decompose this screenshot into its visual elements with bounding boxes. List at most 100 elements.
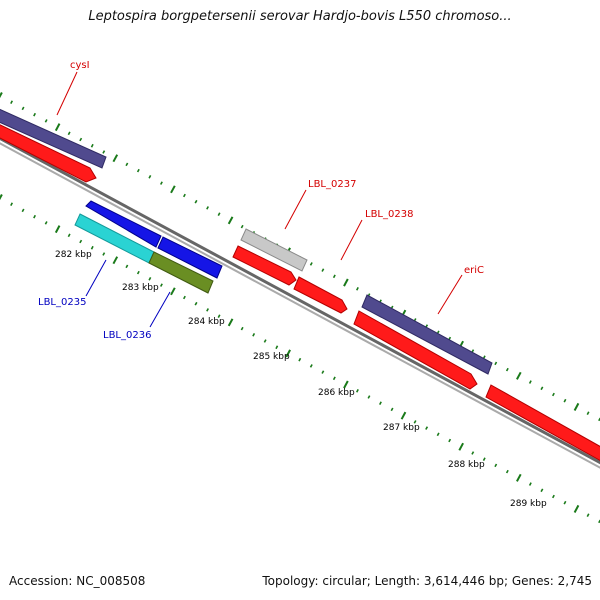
inner-ruler-minor-tick (528, 482, 532, 486)
gene-label-LBL_0238[interactable]: LBL_0238 (365, 209, 413, 220)
outer-ruler-minor-tick (494, 361, 498, 366)
outer-ruler-minor-tick (551, 392, 555, 397)
gene-cysI-feature-purple[interactable] (0, 105, 107, 169)
gene-LBL_0236-feature-olive[interactable] (148, 251, 214, 294)
inner-ruler-minor-tick (206, 308, 210, 312)
outer-ruler-minor-tick (33, 112, 37, 117)
inner-ruler-minor-tick (367, 395, 371, 399)
outer-ruler-major-tick (0, 92, 3, 99)
outer-ruler-minor-tick (355, 287, 359, 291)
inner-ruler-major-tick (400, 411, 407, 420)
outer-ruler-major-tick (170, 185, 176, 194)
backbone-outer-line (0, 136, 600, 465)
inner-ruler-minor-tick (448, 438, 452, 443)
outer-ruler-major-tick (227, 216, 234, 225)
inner-ruler-minor-tick (551, 494, 555, 499)
inner-ruler-minor-tick (102, 252, 106, 256)
tick-label-284-kbp: 284 kbp (188, 317, 225, 327)
outer-ruler-minor-tick (505, 367, 509, 372)
inner-ruler-minor-tick (182, 295, 186, 300)
outer-ruler-minor-tick (148, 175, 152, 179)
inner-ruler-minor-tick (471, 451, 475, 455)
tick-label-287-kbp: 287 kbp (383, 423, 420, 433)
inner-ruler-minor-tick (136, 270, 140, 275)
gene-eriC-feature-purple[interactable] (361, 294, 493, 375)
inner-ruler-minor-tick (67, 233, 71, 238)
inner-ruler-minor-tick (21, 208, 25, 213)
inner-ruler-minor-tick (148, 277, 152, 281)
inner-ruler-major-tick (458, 442, 464, 451)
inner-ruler-minor-tick (332, 376, 336, 381)
inner-ruler-major-tick (227, 318, 234, 327)
outer-ruler-major-tick (516, 371, 522, 380)
inner-ruler-minor-tick (44, 221, 48, 225)
inner-ruler-minor-tick (436, 432, 440, 437)
outer-ruler-minor-tick (240, 224, 244, 229)
outer-ruler-minor-tick (563, 398, 567, 403)
inner-ruler-minor-tick (425, 426, 429, 430)
outer-ruler-major-tick (112, 154, 119, 163)
gene-LBL_0237-feature-red[interactable] (232, 245, 297, 286)
inner-ruler-minor-tick (10, 202, 14, 206)
gene-label-cysI[interactable]: cysI (70, 60, 90, 71)
inner-ruler-minor-tick (159, 283, 163, 287)
outer-ruler-minor-tick (321, 268, 325, 272)
inner-ruler-minor-tick (275, 345, 279, 350)
gene-LBL_0235-feature-blue[interactable] (85, 200, 162, 248)
outer-ruler-minor-tick (206, 206, 210, 210)
outer-ruler-major-tick (54, 123, 61, 132)
inner-ruler-minor-tick (563, 500, 567, 505)
inner-ruler-minor-tick (378, 401, 382, 405)
outer-ruler-minor-tick (194, 199, 198, 204)
inner-ruler-major-tick (285, 349, 291, 358)
inner-tick-ruler (0, 194, 600, 524)
gene-next-feature-red[interactable] (485, 384, 600, 466)
inner-ruler-minor-tick (413, 420, 417, 424)
outer-ruler-minor-tick (309, 262, 313, 266)
inner-ruler-minor-tick (321, 370, 325, 374)
inner-ruler-minor-tick (252, 333, 256, 337)
inner-ruler-minor-tick (494, 463, 498, 468)
outer-ruler-minor-tick (44, 119, 48, 123)
inner-ruler-major-tick (0, 194, 3, 201)
gene-label-eriC[interactable]: eriC (464, 265, 484, 276)
label-leader-eriC (437, 274, 463, 315)
outer-ruler-minor-tick (217, 212, 221, 216)
gene-LBL_0237-feature-gray[interactable] (240, 228, 308, 272)
outer-ruler-minor-tick (67, 131, 71, 136)
outer-ruler-minor-tick (90, 143, 94, 148)
gene-label-LBL_0236[interactable]: LBL_0236 (103, 330, 151, 341)
outer-ruler-minor-tick (10, 100, 14, 104)
outer-ruler-minor-tick (79, 137, 83, 142)
label-leader-LBL_0236 (149, 291, 171, 328)
outer-ruler-minor-tick (102, 150, 106, 154)
gene-LBL_0236-feature-blue[interactable] (157, 236, 223, 279)
inner-ruler-minor-tick (194, 301, 198, 306)
label-leader-cysI (56, 71, 78, 116)
gene-LBL_0238-feature-red[interactable] (293, 276, 348, 314)
inner-ruler-major-tick (54, 225, 61, 234)
gene-label-LBL_0235[interactable]: LBL_0235 (38, 297, 86, 308)
backbone-inner-line (0, 142, 600, 469)
tick-label-283-kbp: 283 kbp (122, 283, 159, 293)
inner-ruler-major-tick (343, 380, 349, 389)
inner-ruler-minor-tick (482, 457, 486, 461)
inner-ruler-minor-tick (79, 239, 83, 244)
inner-ruler-major-tick (516, 473, 522, 482)
inner-ruler-minor-tick (586, 513, 590, 517)
outer-ruler-minor-tick (528, 380, 532, 384)
outer-ruler-minor-tick (21, 106, 25, 111)
gene-eriC-feature-red[interactable] (353, 310, 478, 390)
inner-ruler-minor-tick (309, 364, 313, 368)
outer-ruler-major-tick (573, 402, 580, 411)
accession-text: Accession: NC_008508 (9, 574, 146, 588)
tick-label-286-kbp: 286 kbp (318, 388, 355, 398)
gene-label-LBL_0237[interactable]: LBL_0237 (308, 179, 356, 190)
tick-label-282-kbp: 282 kbp (55, 250, 92, 260)
inner-ruler-minor-tick (125, 264, 129, 269)
inner-ruler-minor-tick (505, 469, 509, 474)
outer-ruler-minor-tick (182, 193, 186, 198)
gene-cysI-feature-red[interactable] (0, 120, 97, 183)
inner-ruler-minor-tick (240, 326, 244, 331)
